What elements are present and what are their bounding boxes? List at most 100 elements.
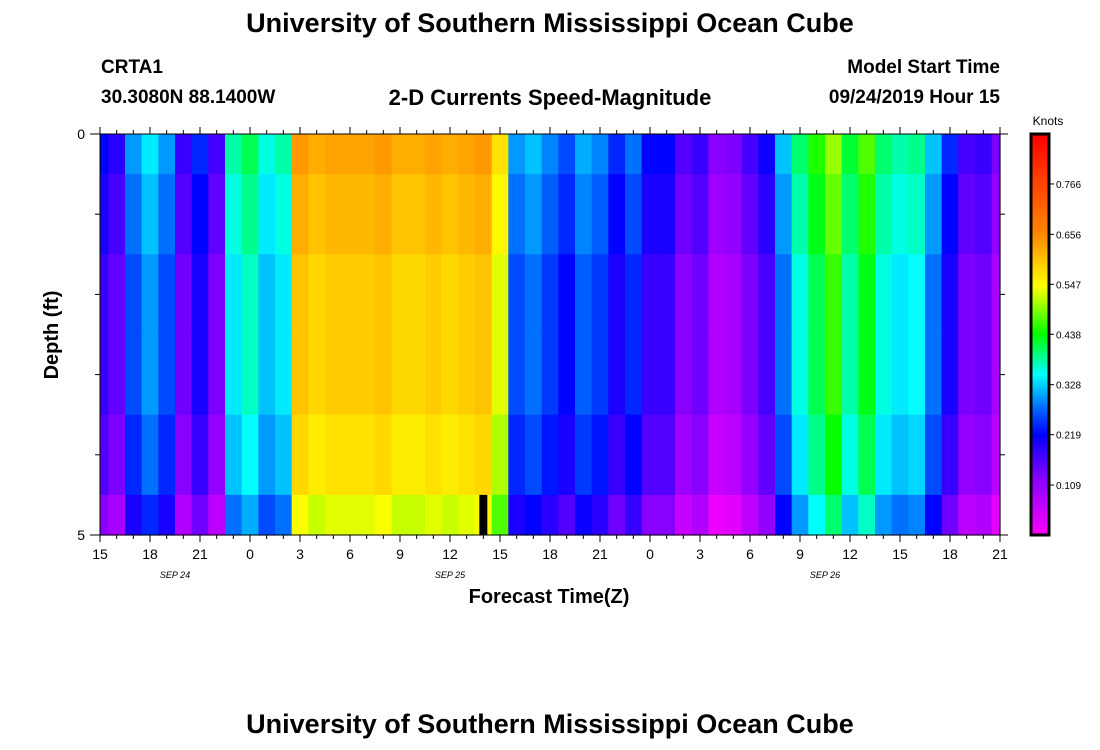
heatmap-cell xyxy=(191,334,209,416)
heatmap-cell xyxy=(941,134,959,175)
heatmap-cell xyxy=(475,134,493,175)
heatmap-cell xyxy=(975,174,993,255)
heatmap-cell xyxy=(758,334,776,416)
heatmap-cell xyxy=(541,414,559,496)
heatmap-cell xyxy=(858,254,876,336)
heatmap-cell xyxy=(275,494,293,536)
heatmap-cell xyxy=(875,174,893,255)
heatmap-cell xyxy=(875,334,893,416)
heatmap-cell xyxy=(100,134,109,175)
heatmap-cell xyxy=(775,134,793,175)
heatmap-cell xyxy=(841,254,859,336)
heatmap-cell xyxy=(775,254,793,336)
heatmap-cell xyxy=(625,254,643,336)
heatmap-cell xyxy=(991,174,1001,255)
x-tick-label: 6 xyxy=(346,546,354,562)
heatmap-cell xyxy=(741,334,759,416)
heatmap-cell xyxy=(675,134,693,175)
heatmap-cell xyxy=(441,414,459,496)
heatmap-cell xyxy=(358,254,376,336)
heatmap-cell xyxy=(808,334,826,416)
heatmap-cell xyxy=(858,494,876,536)
heatmap-cell xyxy=(741,134,759,175)
heatmap-cell xyxy=(358,494,376,536)
heatmap-cell xyxy=(775,174,793,255)
heatmap-cell xyxy=(408,174,426,255)
heatmap-cell xyxy=(675,494,693,536)
x-tick-label: 21 xyxy=(992,546,1008,562)
heatmap-cell xyxy=(341,414,359,496)
heatmap-cell xyxy=(308,254,326,336)
heatmap-cell xyxy=(858,414,876,496)
heatmap-cell xyxy=(791,334,809,416)
heatmap-cell xyxy=(208,254,226,336)
heatmap-cell xyxy=(691,494,709,536)
heatmap-cell xyxy=(575,254,593,336)
heatmap-cell xyxy=(575,134,593,175)
y-tick-label: 0 xyxy=(77,126,85,142)
heatmap-cell xyxy=(208,334,226,416)
heatmap-cell xyxy=(458,334,476,416)
heatmap-cell xyxy=(175,494,193,536)
heatmap-cell xyxy=(125,414,143,496)
heatmap-cell xyxy=(875,494,893,536)
heatmap-cell xyxy=(741,494,759,536)
heatmap-cell xyxy=(925,334,943,416)
heatmap-cell xyxy=(358,414,376,496)
heatmap-cell xyxy=(125,494,143,536)
heatmap-cell xyxy=(491,494,509,536)
heatmap-cell xyxy=(891,174,909,255)
heatmap-cell xyxy=(375,334,393,416)
heatmap-cell xyxy=(258,414,276,496)
heatmap-cell xyxy=(775,334,793,416)
heatmap-cell xyxy=(258,254,276,336)
heatmap-cell xyxy=(525,134,543,175)
heatmap-cell xyxy=(291,414,309,496)
heatmap-cell xyxy=(341,494,359,536)
heatmap-cell xyxy=(825,174,843,255)
heatmap-cell xyxy=(858,174,876,255)
colorbar-tick-label: 0.656 xyxy=(1056,230,1081,241)
heatmap-cell xyxy=(275,134,293,175)
heatmap-cell xyxy=(891,414,909,496)
heatmap-cell xyxy=(491,174,509,255)
heatmap-cell xyxy=(725,334,743,416)
heatmap-cell xyxy=(941,174,959,255)
y-axis: 05 xyxy=(77,126,1008,543)
heatmap-cell xyxy=(458,494,476,536)
heatmap-cell xyxy=(158,494,176,536)
heatmap-cell xyxy=(425,334,443,416)
heatmap-cell xyxy=(491,334,509,416)
heatmap-cell xyxy=(391,494,409,536)
heatmap-cell xyxy=(958,254,976,336)
heatmap-cell xyxy=(825,334,843,416)
forecast-marker xyxy=(479,494,488,535)
heatmap-cell xyxy=(475,174,493,255)
heatmap-cell xyxy=(541,334,559,416)
heatmap-cell xyxy=(141,134,159,175)
heatmap-cell xyxy=(808,134,826,175)
heatmap-cell xyxy=(391,414,409,496)
heatmap-cell xyxy=(958,134,976,175)
heatmap-cell xyxy=(391,174,409,255)
heatmap-cell xyxy=(808,174,826,255)
heatmap-cell xyxy=(191,494,209,536)
heatmap-cell xyxy=(308,494,326,536)
heatmap-cell xyxy=(225,254,243,336)
heatmap-cell xyxy=(608,334,626,416)
heatmap-cell xyxy=(358,174,376,255)
heatmap-cell xyxy=(558,134,576,175)
heatmap-cell xyxy=(125,134,143,175)
colorbar-unit: Knots xyxy=(1033,114,1064,128)
x-tick-label: 9 xyxy=(396,546,404,562)
heatmap-cell xyxy=(875,414,893,496)
colorbar-tick-label: 0.766 xyxy=(1056,180,1081,191)
heatmap-cell xyxy=(641,414,659,496)
heatmap-cell xyxy=(925,134,943,175)
heatmap-cell xyxy=(100,494,109,536)
heatmap-cell xyxy=(708,254,726,336)
heatmap-cell xyxy=(758,174,776,255)
heatmap-cell xyxy=(158,254,176,336)
heatmap-cell xyxy=(408,334,426,416)
